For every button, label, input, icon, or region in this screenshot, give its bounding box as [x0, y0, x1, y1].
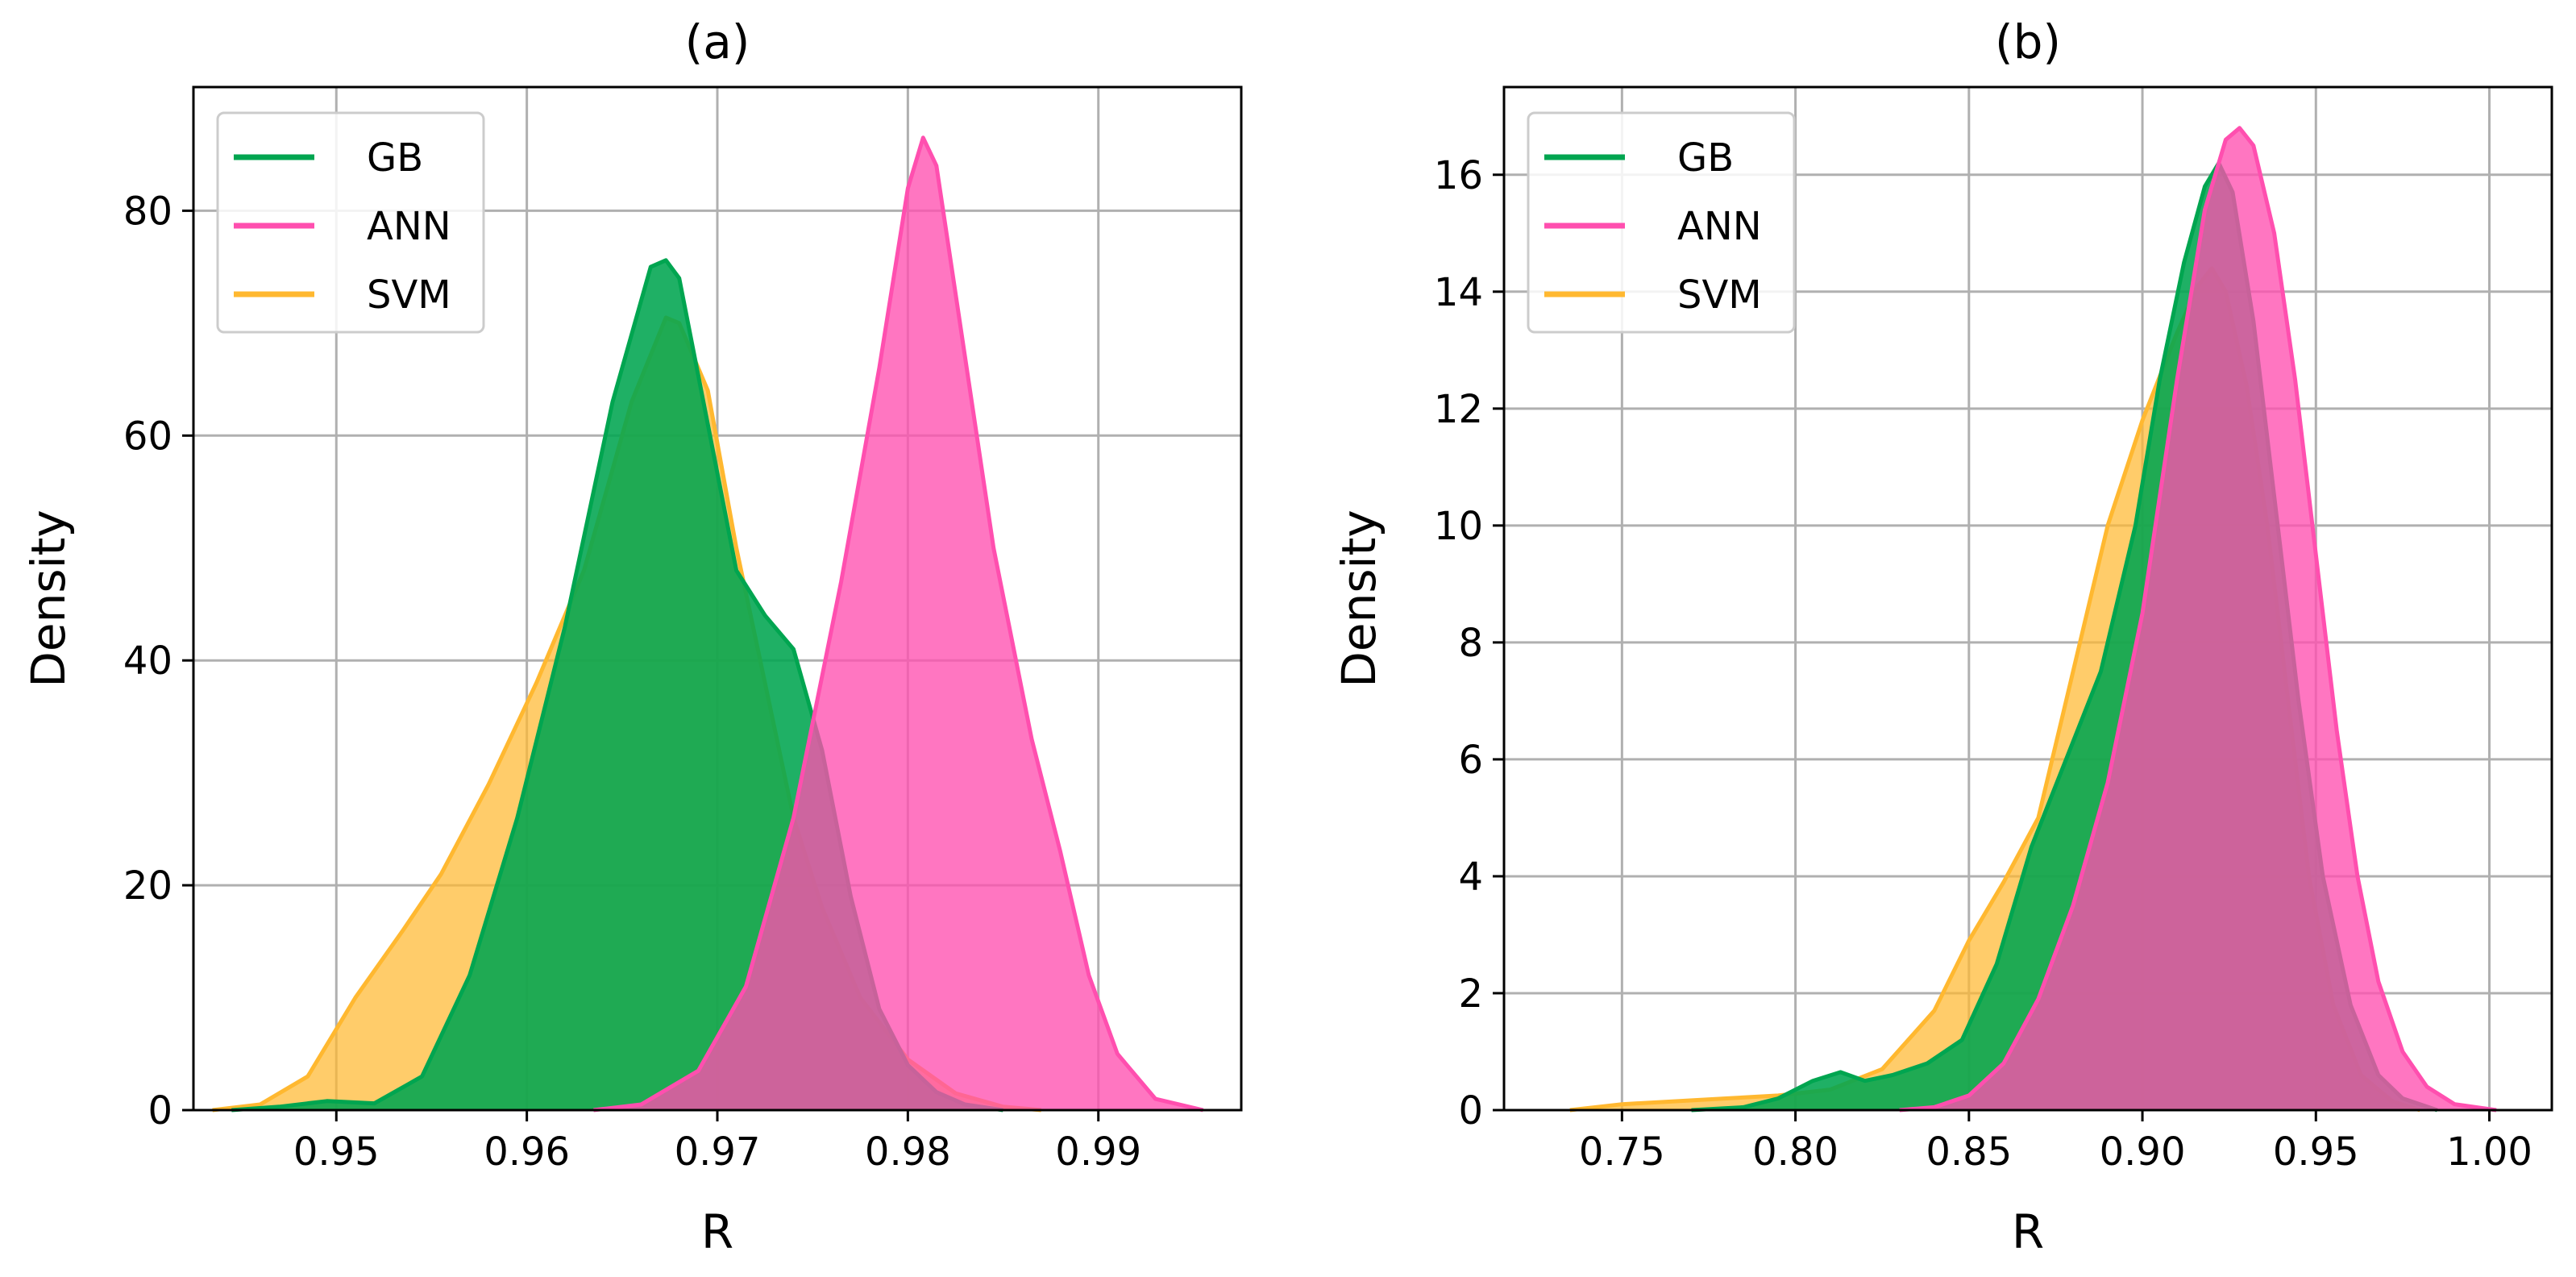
y-tick-label: 2 [1458, 971, 1483, 1017]
legend-box [1527, 111, 1796, 334]
y-tick-label: 0 [147, 1088, 172, 1133]
x-tick-label: 0.96 [484, 1129, 570, 1175]
y-axis-label: Density [1332, 510, 1386, 688]
x-tick-label: 0.99 [1055, 1129, 1141, 1175]
density-line-ann [1899, 126, 2497, 1113]
x-tick-label: 0.80 [1752, 1129, 1839, 1175]
chart-title: (a) [685, 15, 750, 69]
legend-label-ann: ANN [367, 204, 451, 249]
x-tick-label: 0.75 [1579, 1129, 1665, 1175]
x-tick-label: 0.97 [675, 1129, 761, 1175]
legend-label-gb: GB [1677, 135, 1734, 181]
y-tick-label: 14 [1434, 270, 1483, 315]
y-tick-label: 12 [1434, 387, 1483, 432]
density-fill-ann [593, 137, 1203, 1110]
y-tick-label: 8 [1458, 621, 1483, 666]
x-axis: 0.95 0.96 0.97 0.98 0.99 [293, 1110, 1141, 1175]
y-tick-label: 16 [1434, 153, 1483, 198]
chart-title: (b) [1995, 15, 2061, 69]
density-line-ann [593, 135, 1204, 1113]
x-tick-label: 0.90 [2100, 1129, 2186, 1175]
x-tick-label: 0.98 [865, 1129, 951, 1175]
legend: GB ANN SVM [216, 111, 485, 334]
legend-label-svm: SVM [367, 272, 451, 318]
x-axis-label: R [2012, 1204, 2044, 1259]
density-areas [212, 135, 1204, 1113]
legend: GB ANN SVM [1527, 111, 1796, 334]
y-tick-label: 60 [123, 414, 172, 459]
x-tick-label: 0.95 [293, 1129, 380, 1175]
y-tick-label: 40 [123, 638, 172, 684]
y-tick-label: 10 [1434, 504, 1483, 549]
x-axis-label: R [701, 1204, 733, 1259]
density-areas [1569, 126, 2497, 1113]
x-tick-label: 0.95 [2273, 1129, 2359, 1175]
y-axis: 0 20 40 60 80 [123, 189, 193, 1133]
legend-label-svm: SVM [1677, 272, 1762, 318]
legend-box [216, 111, 485, 334]
axes-frame [1502, 85, 2553, 1112]
panel-a: 0.95 0.96 0.97 0.98 0.99 0 20 40 60 80 R Density (a)… [21, 15, 1243, 1259]
y-tick-label: 20 [123, 863, 172, 909]
density-fill-ann [1899, 127, 2497, 1110]
y-axis-label: Density [21, 510, 76, 688]
legend-label-gb: GB [367, 135, 423, 181]
y-tick-label: 6 [1458, 738, 1483, 783]
y-tick-label: 0 [1458, 1088, 1483, 1133]
x-tick-label: 1.00 [2446, 1129, 2532, 1175]
y-tick-label: 80 [123, 189, 172, 234]
panel-b: 0.75 0.80 0.85 0.90 0.95 1.00 0 2 4 6 8 10 12 14 16 R De… [1332, 15, 2553, 1259]
y-tick-label: 4 [1458, 855, 1483, 900]
y-axis: 0 2 4 6 8 10 12 14 16 [1434, 153, 1504, 1133]
x-axis: 0.75 0.80 0.85 0.90 0.95 1.00 [1579, 1110, 2532, 1175]
legend-label-ann: ANN [1677, 204, 1762, 249]
x-tick-label: 0.85 [1926, 1129, 2012, 1175]
